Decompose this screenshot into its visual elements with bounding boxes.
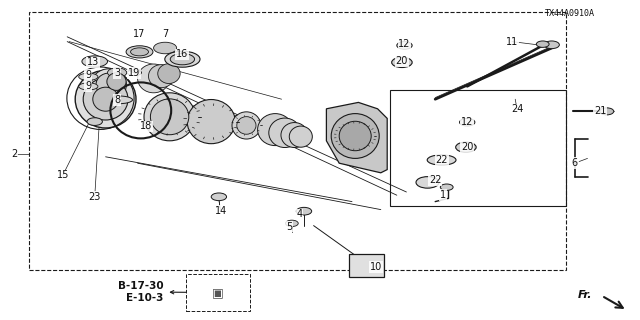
Text: 14: 14 — [214, 205, 227, 216]
Bar — [186, 274, 250, 311]
Circle shape — [536, 41, 549, 47]
Text: 13: 13 — [86, 57, 99, 68]
Ellipse shape — [232, 112, 261, 139]
Ellipse shape — [92, 69, 127, 101]
Circle shape — [416, 177, 439, 188]
Circle shape — [285, 220, 298, 227]
Text: 20: 20 — [461, 142, 474, 152]
Circle shape — [460, 118, 475, 126]
Text: 22: 22 — [429, 175, 442, 185]
Circle shape — [392, 57, 412, 68]
Circle shape — [456, 142, 476, 152]
Ellipse shape — [83, 78, 128, 120]
Text: 9: 9 — [85, 70, 92, 80]
Text: 18: 18 — [140, 121, 152, 132]
Text: Fr.: Fr. — [577, 290, 592, 300]
Ellipse shape — [428, 155, 456, 165]
Text: 21: 21 — [594, 106, 607, 116]
Ellipse shape — [131, 48, 148, 56]
Ellipse shape — [165, 51, 200, 67]
Bar — [349, 254, 384, 277]
Ellipse shape — [144, 93, 195, 141]
Ellipse shape — [170, 53, 195, 65]
Ellipse shape — [281, 123, 308, 148]
Text: 6: 6 — [572, 158, 578, 168]
Text: 24: 24 — [511, 104, 524, 115]
Circle shape — [296, 207, 312, 215]
Ellipse shape — [126, 46, 153, 58]
Text: 12: 12 — [461, 117, 474, 127]
Ellipse shape — [257, 114, 293, 146]
Text: 11: 11 — [506, 36, 518, 47]
Ellipse shape — [76, 70, 136, 128]
Text: 20: 20 — [396, 56, 408, 66]
Ellipse shape — [79, 83, 98, 90]
Circle shape — [211, 193, 227, 201]
Circle shape — [87, 118, 102, 125]
Circle shape — [600, 108, 614, 115]
Ellipse shape — [188, 100, 236, 144]
Circle shape — [397, 42, 412, 49]
Text: 8: 8 — [114, 95, 120, 105]
Ellipse shape — [102, 96, 132, 104]
Text: 5: 5 — [286, 221, 292, 232]
Text: 19: 19 — [128, 68, 141, 78]
Text: 12: 12 — [398, 39, 411, 49]
Ellipse shape — [237, 117, 256, 134]
Text: B-17-30
E-10-3: B-17-30 E-10-3 — [118, 281, 163, 303]
Bar — [390, 90, 566, 206]
Ellipse shape — [289, 126, 312, 147]
Ellipse shape — [138, 64, 170, 93]
Text: 16: 16 — [176, 49, 189, 60]
Circle shape — [154, 42, 177, 54]
Text: TX44A0910A: TX44A0910A — [545, 9, 595, 18]
Bar — [29, 12, 566, 270]
Ellipse shape — [82, 56, 108, 67]
Ellipse shape — [79, 73, 98, 80]
Polygon shape — [326, 102, 387, 173]
Text: 1: 1 — [440, 190, 446, 200]
Text: 3: 3 — [114, 68, 120, 78]
Text: 2: 2 — [11, 148, 17, 159]
Text: 4: 4 — [296, 209, 303, 220]
Ellipse shape — [339, 121, 371, 151]
Text: 23: 23 — [88, 192, 101, 202]
Ellipse shape — [269, 118, 301, 148]
Text: 7: 7 — [162, 29, 168, 39]
Ellipse shape — [93, 87, 118, 111]
Text: 17: 17 — [133, 29, 146, 39]
Ellipse shape — [96, 73, 122, 97]
Circle shape — [108, 68, 127, 77]
Ellipse shape — [158, 64, 180, 84]
Ellipse shape — [107, 73, 126, 91]
Text: 10: 10 — [370, 262, 383, 272]
Text: 9: 9 — [85, 81, 92, 92]
Ellipse shape — [150, 99, 189, 135]
Text: 15: 15 — [56, 170, 69, 180]
Text: 22: 22 — [435, 155, 448, 165]
Circle shape — [440, 184, 453, 190]
Circle shape — [544, 41, 559, 49]
Ellipse shape — [148, 65, 174, 88]
Text: ▣: ▣ — [212, 286, 223, 299]
Ellipse shape — [332, 114, 380, 158]
